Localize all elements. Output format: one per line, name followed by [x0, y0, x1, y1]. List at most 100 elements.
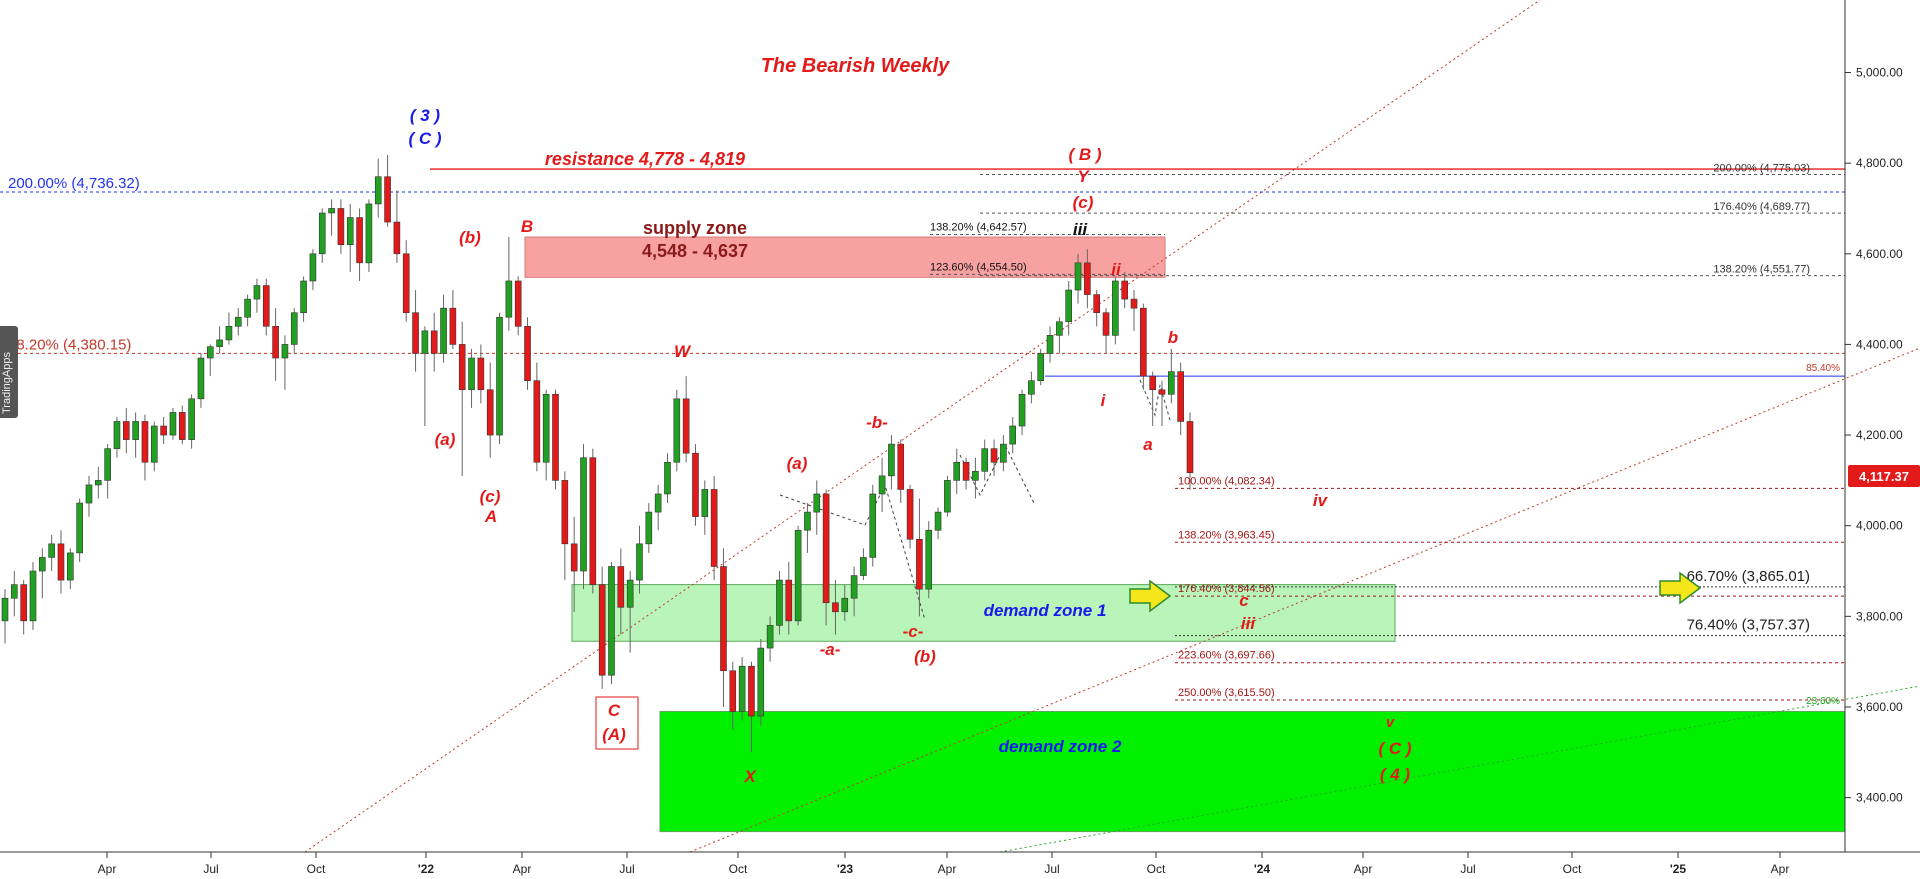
- fib-label: 138.20% (4,551.77): [1713, 264, 1810, 276]
- candle-body: [458, 344, 466, 391]
- candle-body: [561, 480, 569, 545]
- retrace-label: 76.40% (3,757.37): [1687, 617, 1810, 634]
- tradingview-badge: TradingApps: [0, 326, 18, 418]
- candle-body: [925, 529, 933, 590]
- x-tick-label: '24: [1254, 862, 1271, 876]
- wave-label: ( 4 ): [1380, 765, 1411, 784]
- small-pct-label: 85.40%: [1806, 363, 1840, 374]
- wave-label: a: [1143, 435, 1152, 454]
- fib-label: 138.20% (4,642.57): [930, 221, 1027, 233]
- wave-label: X: [743, 767, 757, 786]
- wave-label: ( 3 ): [410, 106, 441, 125]
- y-tick-label: 5,000.00: [1856, 66, 1903, 80]
- y-tick-label: 4,600.00: [1856, 247, 1903, 261]
- x-tick-label: Jul: [1460, 862, 1475, 876]
- candle-body: [934, 511, 942, 531]
- candle-body: [822, 493, 830, 604]
- candle-body: [421, 330, 429, 354]
- candle-body: [430, 330, 438, 354]
- candle-body: [664, 461, 671, 495]
- candle-body: [39, 557, 46, 572]
- retrace-label: 66.70% (3,865.01): [1687, 568, 1810, 585]
- candle-body: [337, 208, 345, 246]
- wave-label: B: [521, 217, 533, 236]
- candle-body: [598, 584, 606, 676]
- candle-body: [188, 398, 195, 440]
- candle-body: [953, 461, 961, 481]
- wave-label: (c): [1073, 193, 1094, 212]
- candle-body: [281, 344, 289, 359]
- candle-body: [234, 316, 242, 327]
- supply-zone: [524, 236, 1166, 278]
- candle-body: [197, 357, 205, 400]
- candles-layer: [1, 154, 1194, 753]
- candle-body: [1, 597, 9, 622]
- wave-label: W: [674, 342, 692, 361]
- candle-body: [1056, 321, 1063, 336]
- x-tick-label: '22: [418, 862, 435, 876]
- wave-label: b: [1168, 328, 1178, 347]
- price-axis[interactable]: 5,000.00 4,800.00 4,600.00 4,400.00 4,200.00…: [1845, 66, 1903, 805]
- y-tick-label: 3,600.00: [1856, 700, 1903, 714]
- wave-label: c: [1239, 591, 1249, 610]
- candle-body: [785, 579, 793, 622]
- demand-zone-1: [571, 584, 1396, 642]
- candle-body: [701, 489, 709, 517]
- abc-path-3: [1139, 379, 1171, 421]
- chart-title: The Bearish Weekly: [761, 55, 950, 77]
- trendlines-layer: [304, 0, 1920, 853]
- fib-label: 250.00% (3,615.50): [1178, 687, 1275, 699]
- candle-body: [906, 489, 914, 540]
- fib-label: 176.40% (3,844.56): [1178, 583, 1275, 595]
- wave-label: i: [1101, 391, 1107, 410]
- fib-label: 123.60% (4,554.50): [930, 261, 1027, 273]
- candle-body: [617, 566, 625, 608]
- candle-body: [178, 412, 186, 440]
- wave-label: ( C ): [408, 129, 441, 148]
- candle-body: [710, 489, 718, 567]
- candle-body: [477, 357, 485, 391]
- candle-body: [1018, 393, 1026, 427]
- wave-label: iv: [1313, 491, 1329, 510]
- demand-zone-2: [659, 711, 1846, 833]
- candle-body: [514, 280, 522, 327]
- level-label: 38.20% (4,380.15): [8, 336, 131, 353]
- candle-body: [981, 448, 989, 472]
- candle-body: [766, 625, 774, 649]
- wave-label: Y: [1077, 167, 1090, 186]
- candle-body: [48, 543, 55, 558]
- candle-body: [776, 579, 783, 626]
- candle-body: [1028, 380, 1035, 395]
- candle-body: [95, 480, 102, 486]
- candle-body: [272, 325, 279, 359]
- x-tick-label: Apr: [938, 862, 957, 876]
- y-tick-label: 4,400.00: [1856, 337, 1903, 351]
- level-label: 200.00% (4,736.32): [8, 175, 140, 192]
- candle-body: [1065, 289, 1073, 323]
- candle-body: [897, 443, 905, 490]
- resistance-label: resistance 4,778 - 4,819: [545, 149, 745, 169]
- candle-body: [738, 665, 746, 712]
- candle-body: [1186, 421, 1194, 473]
- candle-body: [67, 552, 74, 581]
- candle-body: [533, 380, 541, 463]
- fib-label: 176.40% (4,689.77): [1713, 201, 1810, 213]
- x-tick-label: '25: [1670, 862, 1687, 876]
- candle-body: [262, 285, 270, 327]
- last-price-badge: 4,117.37: [1848, 465, 1920, 487]
- candle-body: [888, 443, 895, 477]
- zones-layer: supply zone 4,548 - 4,637 demand zone 1 dem…: [524, 218, 1846, 833]
- candle-body: [169, 412, 177, 436]
- small-pct-label: 23.60%: [1806, 696, 1840, 707]
- c-a-box: [595, 696, 639, 750]
- candle-body: [505, 280, 513, 318]
- candle-body: [57, 543, 65, 581]
- candle-body: [206, 346, 214, 359]
- x-tick-label: Jul: [619, 862, 634, 876]
- candle-body: [384, 176, 391, 223]
- candle-body: [1168, 371, 1175, 395]
- time-axis[interactable]: Apr Jul Oct '22 Apr Jul Oct '23 Apr Jul Oct '24 Apr J…: [98, 852, 1790, 876]
- candle-body: [318, 212, 326, 255]
- candle-body: [729, 670, 737, 712]
